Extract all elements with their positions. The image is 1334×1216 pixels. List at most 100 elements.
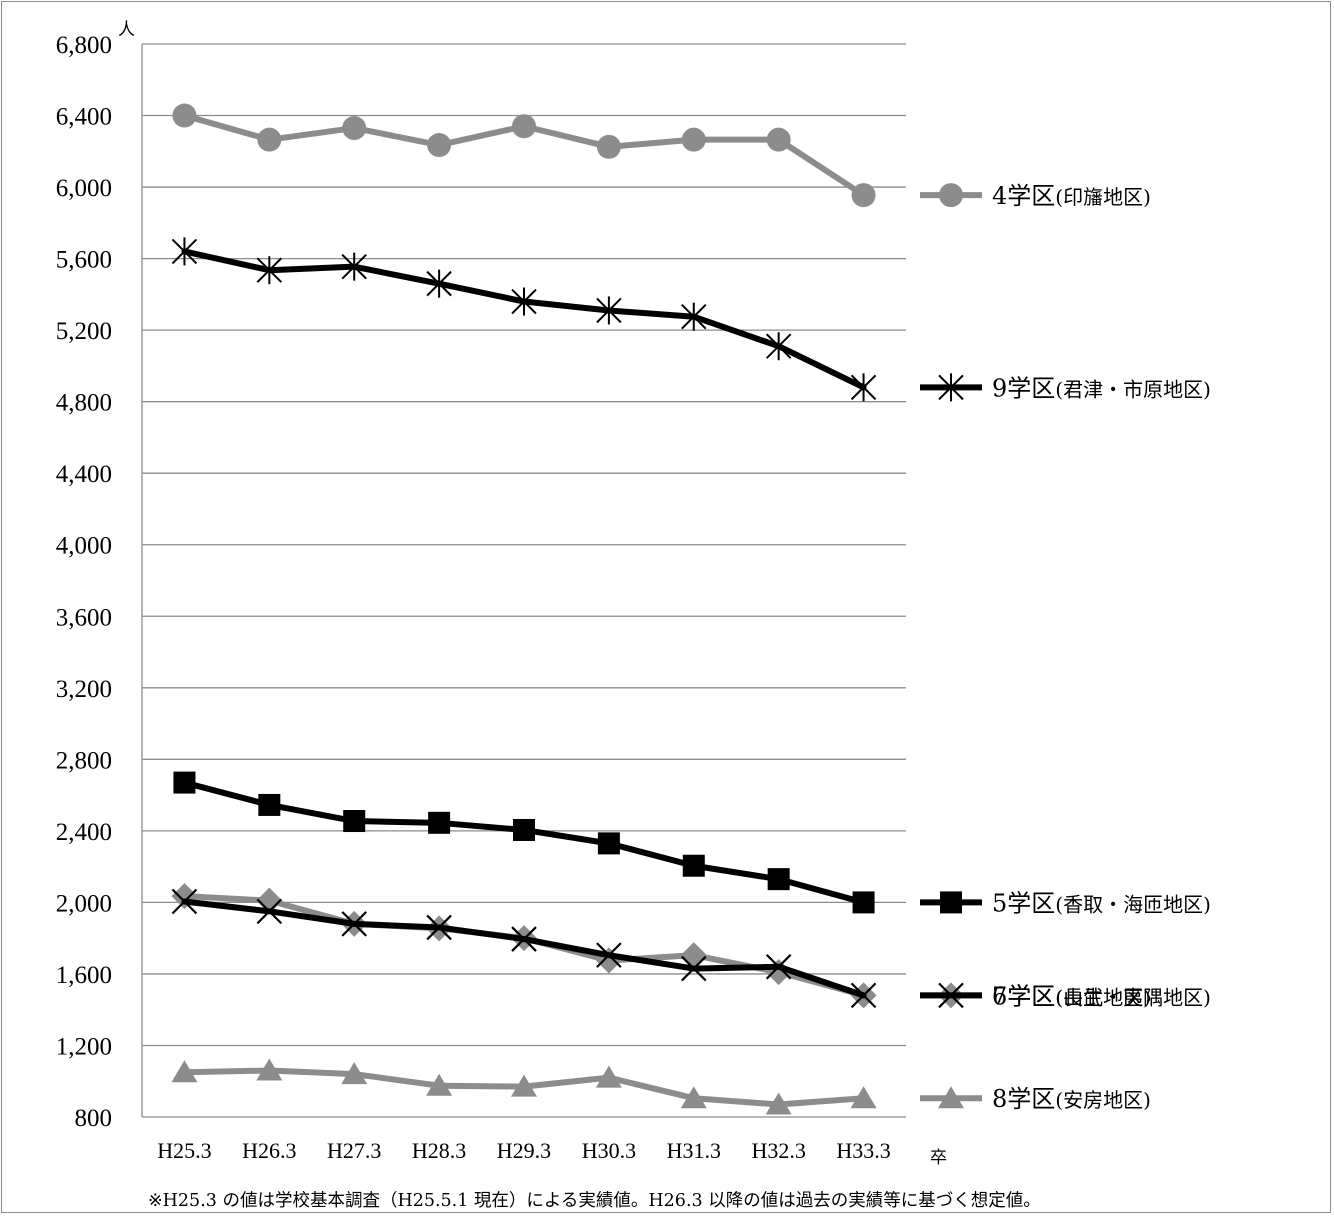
marker-shape: [765, 954, 792, 980]
legend-series-name: 9学区: [992, 374, 1055, 402]
data-point: [511, 926, 537, 952]
data-point: [341, 911, 368, 937]
legend-entry: 7学区(長生・夷隅地区): [920, 982, 1211, 1010]
legend-series-name: 7学区: [992, 982, 1055, 1010]
marker-shape: [940, 891, 962, 914]
marker-shape: [341, 911, 368, 937]
x-tick-label: H28.3: [412, 1138, 466, 1163]
marker-shape: [597, 832, 620, 855]
y-axis: 800 1,200 1,600 2,000 2,400 2,800 3,200 3,600 4,…: [56, 32, 143, 1132]
data-point: [680, 1086, 707, 1109]
marker-shape: [851, 183, 876, 208]
y-tick-label: 3,600: [56, 604, 112, 631]
data-point: [765, 1092, 792, 1115]
legend-marker: [940, 891, 962, 914]
legend-area-name: (安房地区): [1055, 1088, 1151, 1112]
marker-shape: [596, 134, 621, 159]
legend-label: 5学区(香取・海匝地区): [992, 889, 1211, 917]
legend-area-name: (香取・海匝地区): [1055, 892, 1211, 916]
footnote: ※H25.3 の値は学校基本調査（H25.5.1 現在）による実績値。H26.3…: [148, 1191, 1041, 1211]
marker-shape: [680, 955, 707, 982]
data-point: [682, 854, 705, 877]
x-tick-label: H32.3: [751, 1138, 805, 1163]
y-unit-label: 人: [118, 20, 135, 40]
data-point: [596, 296, 622, 325]
y-tick-label: 2,400: [56, 819, 112, 846]
data-point: [257, 127, 282, 152]
data-point: [172, 103, 197, 128]
data-point: [426, 269, 452, 298]
data-point: [171, 237, 198, 266]
data-point: [256, 1058, 283, 1081]
x-tick-label: H26.3: [242, 1138, 296, 1163]
marker-shape: [766, 127, 791, 152]
data-point: [511, 287, 537, 316]
data-point: [256, 256, 283, 285]
marker-shape: [938, 982, 964, 1009]
series-line: [181, 248, 867, 391]
x-tick-label: H33.3: [836, 1138, 890, 1163]
data-point: [680, 955, 707, 982]
data-point: [766, 127, 791, 152]
y-tick-label: 4,000: [56, 533, 112, 560]
marker-shape: [426, 1073, 453, 1096]
data-point: [596, 134, 621, 159]
data-point: [426, 914, 452, 941]
data-point: [765, 954, 792, 980]
marker-shape: [938, 1086, 964, 1109]
legend: 4学区(印旛地区) 9学区(君津・市原地区) 5学区(香取・海匝地区) 6学区(山武地…: [920, 182, 1211, 1113]
marker-shape: [172, 103, 197, 128]
marker-shape: [257, 127, 282, 152]
y-tick-label: 2,800: [56, 747, 112, 774]
legend-area-name: (君津・市原地区): [1055, 377, 1211, 401]
data-point: [343, 810, 366, 833]
data-point: [596, 942, 622, 968]
legend-marker: [938, 982, 964, 1009]
legend-entry: 8学区(安房地区): [920, 1085, 1151, 1113]
y-tick-label: 5,200: [56, 318, 112, 345]
marker-shape: [767, 868, 790, 891]
data-point: [341, 252, 367, 281]
data-point: [173, 771, 196, 794]
marker-shape: [850, 1086, 877, 1109]
data-point: [850, 1086, 877, 1109]
legend-label: 4学区(印旛地区): [992, 182, 1151, 210]
data-point: [513, 818, 535, 841]
marker-shape: [342, 116, 367, 141]
marker-shape: [852, 891, 875, 914]
data-point: [256, 887, 283, 914]
legend-area-name: (山武地区): [1055, 985, 1151, 1009]
y-tick-label: 2,000: [56, 890, 112, 917]
data-point: [851, 183, 876, 208]
data-point: [258, 793, 281, 816]
marker-shape: [256, 887, 283, 914]
legend-entry: 5学区(香取・海匝地区): [920, 889, 1211, 917]
marker-shape: [341, 1062, 368, 1085]
y-tick-label: 1,600: [56, 962, 112, 989]
y-tick-label: 3,200: [56, 676, 112, 703]
marker-shape: [765, 1092, 792, 1115]
data-point: [342, 116, 367, 141]
legend-label: 8学区(安房地区): [992, 1085, 1151, 1113]
data-point: [850, 982, 877, 1009]
marker-shape: [511, 926, 537, 952]
y-tick-label: 4,800: [56, 390, 112, 417]
marker-shape: [850, 982, 877, 1009]
y-tick-label: 5,600: [56, 247, 112, 274]
y-tick-label: 6,400: [56, 104, 112, 131]
data-point: [681, 127, 706, 152]
data-point: [171, 888, 198, 915]
legend-marker: [938, 1086, 964, 1109]
marker-shape: [512, 114, 536, 139]
data-point: [171, 1060, 198, 1083]
marker-shape: [513, 818, 535, 841]
marker-shape: [258, 793, 281, 816]
marker-shape: [427, 133, 452, 158]
series-group: [171, 103, 877, 1115]
data-point: [681, 302, 707, 331]
legend-label: 9学区(君津・市原地区): [992, 374, 1211, 402]
gridlines: [142, 43, 906, 1047]
data-point: [595, 1065, 622, 1088]
data-point: [512, 114, 536, 139]
